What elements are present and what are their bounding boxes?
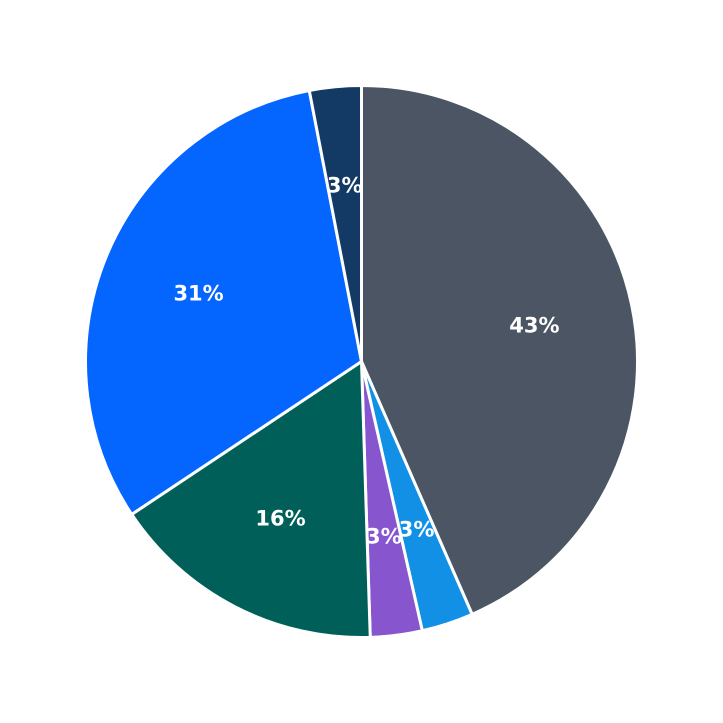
pie-slice-label-0: 43% — [509, 313, 559, 337]
pie-slice-label-4: 31% — [173, 281, 223, 305]
pie-slice-5 — [307, 84, 363, 363]
pie-slice-label-3: 16% — [255, 507, 305, 531]
pie-slice-3 — [130, 360, 372, 639]
pie-labels: 43%3%3%16%31%3% — [173, 174, 559, 549]
pie-slice-4 — [84, 88, 363, 516]
pie-slice-label-5: 3% — [327, 174, 363, 198]
pie-slice-label-1: 3% — [399, 517, 435, 541]
pie-slices — [84, 84, 639, 639]
pie-slice-label-2: 3% — [366, 525, 402, 549]
pie-slice-0 — [360, 84, 639, 616]
